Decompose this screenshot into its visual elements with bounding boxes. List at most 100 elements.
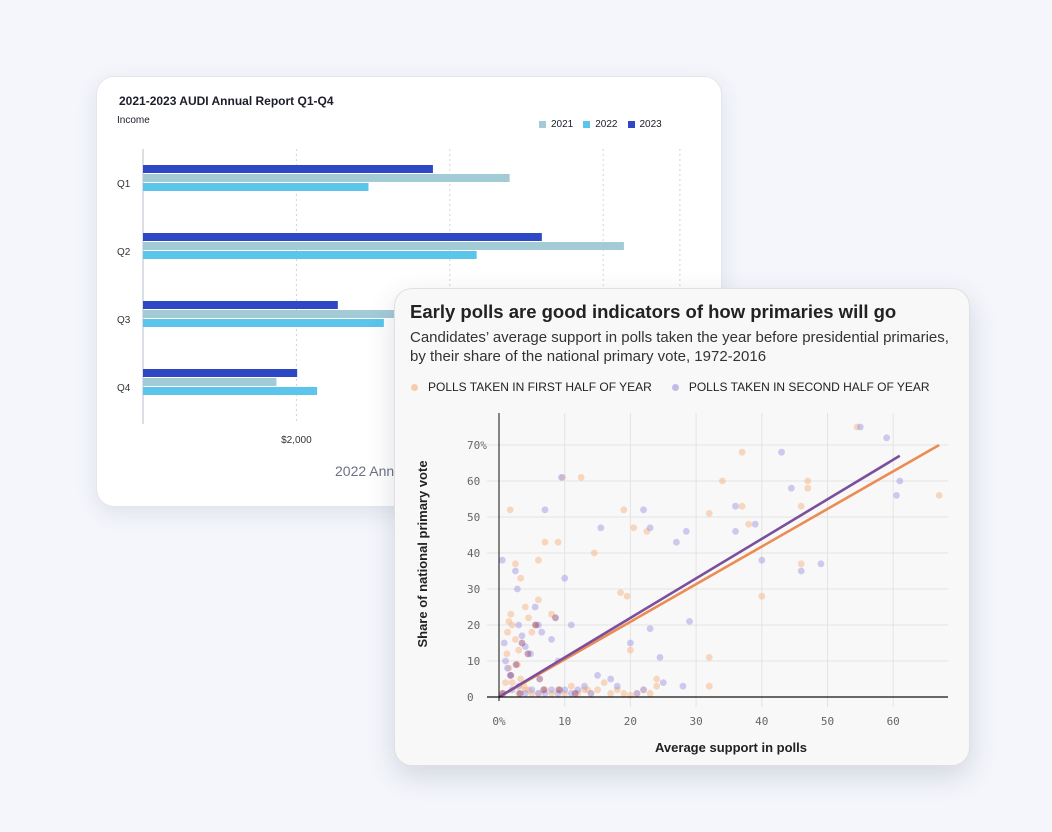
bar-q4-2021[interactable]: [143, 378, 277, 386]
scatter-point-first-half[interactable]: [646, 690, 654, 697]
scatter-point-first-half[interactable]: [508, 621, 516, 629]
scatter-point-first-half[interactable]: [738, 502, 746, 510]
legend-item-2023[interactable]: 2023: [627, 119, 662, 130]
scatter-point-second-half[interactable]: [594, 672, 601, 679]
bar-q2-2022[interactable]: [143, 251, 477, 259]
scatter-point-second-half[interactable]: [758, 556, 766, 564]
scatter-point-first-half[interactable]: [567, 682, 575, 690]
scatter-point-second-half[interactable]: [521, 643, 529, 650]
scatter-point-second-half[interactable]: [528, 686, 536, 694]
scatter-point-first-half[interactable]: [513, 661, 521, 668]
scatter-point-overlap[interactable]: [516, 690, 524, 697]
scatter-point-second-half[interactable]: [541, 506, 549, 514]
scatter-point-first-half[interactable]: [705, 682, 713, 690]
scatter-point-first-half[interactable]: [804, 484, 812, 492]
scatter-point-second-half[interactable]: [659, 679, 667, 686]
bar-q3-2021[interactable]: [143, 310, 450, 318]
scatter-point-second-half[interactable]: [627, 639, 634, 647]
scatter-point-second-half[interactable]: [607, 675, 615, 683]
scatter-point-first-half[interactable]: [797, 502, 805, 510]
scatter-point-second-half[interactable]: [856, 423, 864, 431]
scatter-point-second-half[interactable]: [672, 538, 680, 546]
scatter-point-second-half[interactable]: [751, 520, 759, 528]
bar-q1-2022[interactable]: [143, 183, 369, 191]
scatter-point-second-half[interactable]: [512, 567, 519, 575]
scatter-point-first-half[interactable]: [506, 506, 514, 514]
scatter-point-second-half[interactable]: [513, 585, 521, 593]
scatter-point-second-half[interactable]: [787, 484, 795, 492]
bar-q4-2023[interactable]: [143, 369, 298, 377]
scatter-point-first-half[interactable]: [515, 646, 523, 654]
legend-item-2021[interactable]: 2021: [539, 119, 573, 130]
legend-item-second-half[interactable]: POLLS TAKEN IN SECOND HALF OF YEAR: [671, 380, 930, 394]
scatter-point-second-half[interactable]: [883, 434, 891, 442]
scatter-point-second-half[interactable]: [686, 618, 693, 625]
scatter-point-first-half[interactable]: [804, 477, 812, 485]
scatter-point-first-half[interactable]: [627, 646, 634, 654]
scatter-point-first-half[interactable]: [541, 538, 549, 546]
scatter-point-second-half[interactable]: [587, 690, 595, 697]
scatter-point-first-half[interactable]: [517, 675, 525, 683]
legend-item-first-half[interactable]: POLLS TAKEN IN FIRST HALF OF YEAR: [411, 380, 652, 394]
scatter-point-second-half[interactable]: [527, 650, 534, 658]
scatter-point-second-half[interactable]: [548, 636, 555, 643]
scatter-point-first-half[interactable]: [512, 560, 519, 568]
scatter-point-first-half[interactable]: [705, 654, 713, 661]
scatter-point-second-half[interactable]: [656, 654, 664, 661]
scatter-point-first-half[interactable]: [504, 628, 511, 636]
bar-q2-2021[interactable]: [143, 242, 624, 250]
scatter-point-second-half[interactable]: [502, 657, 509, 665]
scatter-point-second-half[interactable]: [817, 560, 825, 568]
scatter-point-second-half[interactable]: [500, 639, 508, 647]
scatter-point-first-half[interactable]: [630, 524, 638, 532]
scatter-point-second-half[interactable]: [613, 682, 621, 690]
scatter-point-second-half[interactable]: [538, 628, 546, 636]
scatter-point-second-half[interactable]: [554, 690, 562, 697]
scatter-point-second-half[interactable]: [893, 492, 900, 499]
scatter-point-first-half[interactable]: [738, 448, 746, 456]
scatter-point-second-half[interactable]: [558, 474, 565, 481]
scatter-point-first-half[interactable]: [617, 589, 624, 596]
scatter-point-overlap[interactable]: [507, 672, 515, 679]
scatter-point-first-half[interactable]: [623, 592, 631, 600]
scatter-point-second-half[interactable]: [574, 686, 582, 694]
scatter-point-overlap[interactable]: [536, 675, 544, 683]
scatter-point-overlap[interactable]: [512, 661, 520, 668]
bar-q3-2023[interactable]: [143, 301, 338, 309]
scatter-point-first-half[interactable]: [521, 603, 529, 611]
scatter-point-first-half[interactable]: [517, 574, 525, 582]
scatter-point-first-half[interactable]: [535, 596, 542, 604]
scatter-point-second-half[interactable]: [597, 524, 605, 532]
scatter-point-first-half[interactable]: [653, 682, 661, 690]
scatter-point-second-half[interactable]: [682, 528, 690, 535]
legend-item-2022[interactable]: 2022: [583, 119, 618, 130]
scatter-point-first-half[interactable]: [607, 690, 615, 697]
scatter-point-overlap[interactable]: [540, 686, 548, 694]
scatter-point-second-half[interactable]: [567, 690, 575, 697]
scatter-point-first-half[interactable]: [705, 510, 713, 517]
scatter-point-second-half[interactable]: [732, 502, 739, 510]
scatter-point-first-half[interactable]: [525, 614, 532, 622]
scatter-point-first-half[interactable]: [935, 492, 943, 499]
scatter-point-second-half[interactable]: [646, 625, 654, 632]
scatter-point-first-half[interactable]: [600, 679, 608, 686]
scatter-point-overlap[interactable]: [518, 639, 526, 647]
scatter-point-second-half[interactable]: [515, 621, 523, 629]
scatter-point-first-half[interactable]: [590, 549, 598, 557]
scatter-point-first-half[interactable]: [512, 636, 519, 643]
scatter-point-first-half[interactable]: [508, 679, 516, 686]
scatter-point-second-half[interactable]: [535, 621, 542, 629]
scatter-point-second-half[interactable]: [531, 603, 539, 611]
scatter-point-second-half[interactable]: [518, 632, 526, 640]
bar-q2-2023[interactable]: [143, 233, 542, 241]
scatter-point-second-half[interactable]: [498, 556, 506, 564]
scatter-point-second-half[interactable]: [561, 686, 569, 694]
scatter-point-second-half[interactable]: [640, 506, 647, 514]
scatter-point-second-half[interactable]: [640, 686, 647, 694]
scatter-point-overlap[interactable]: [556, 686, 563, 694]
scatter-point-overlap[interactable]: [552, 614, 559, 622]
scatter-point-first-half[interactable]: [515, 690, 523, 697]
scatter-point-second-half[interactable]: [561, 574, 569, 582]
scatter-point-second-half[interactable]: [633, 690, 641, 697]
scatter-point-second-half[interactable]: [797, 567, 805, 575]
